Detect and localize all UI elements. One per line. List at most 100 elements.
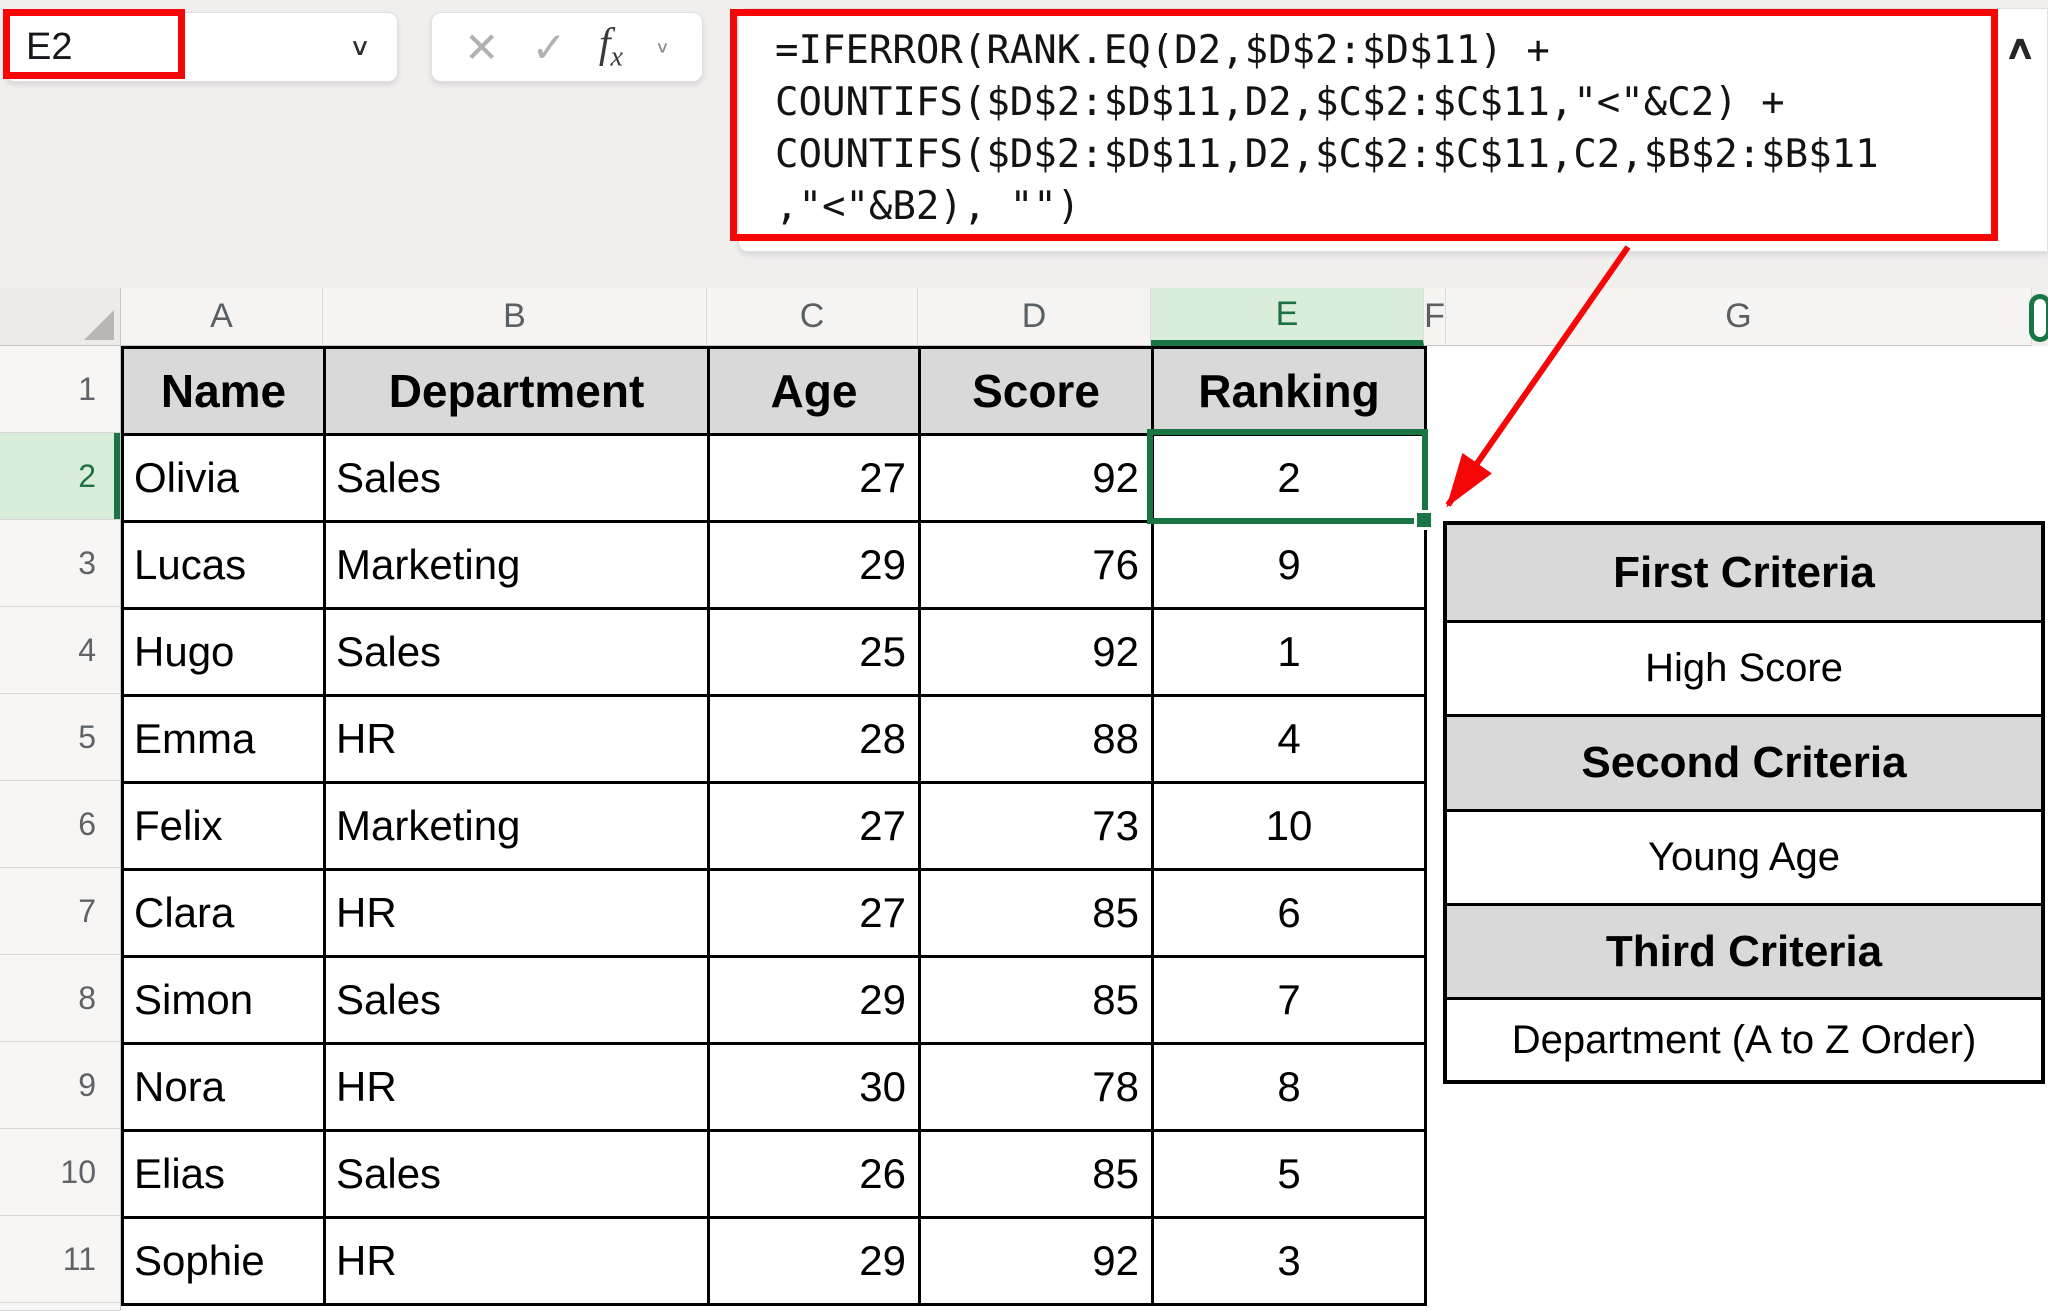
cell-B8[interactable]: Sales — [323, 955, 710, 1045]
cell-B5[interactable]: HR — [323, 694, 710, 784]
cell-C8[interactable]: 29 — [707, 955, 921, 1045]
name-box-value[interactable]: E2 — [26, 25, 73, 68]
table-row: Lucas Marketing 29 76 9 — [121, 520, 1427, 610]
table-row: Nora HR 30 78 8 — [121, 1042, 1427, 1132]
header-cell-age[interactable]: Age — [707, 346, 921, 436]
cell-E7[interactable]: 6 — [1151, 868, 1427, 958]
cell-D6[interactable]: 73 — [918, 781, 1154, 871]
row-header-10[interactable]: 10 — [0, 1129, 121, 1216]
row-header-2[interactable]: 2 — [0, 433, 121, 520]
cell-D2[interactable]: 92 — [918, 433, 1154, 523]
cell-A6[interactable]: Felix — [121, 781, 326, 871]
cell-A9[interactable]: Nora — [121, 1042, 326, 1132]
column-header-A[interactable]: A — [121, 288, 323, 346]
cell-C9[interactable]: 30 — [707, 1042, 921, 1132]
cell-C11[interactable]: 29 — [707, 1216, 921, 1306]
cell-E2[interactable]: 2 — [1151, 433, 1427, 523]
cell-B6[interactable]: Marketing — [323, 781, 710, 871]
cell-C4[interactable]: 25 — [707, 607, 921, 697]
row-header-11[interactable]: 11 — [0, 1216, 121, 1303]
enter-icon[interactable]: ✓ — [531, 23, 567, 71]
name-box-dropdown-icon[interactable]: ∨ — [349, 33, 371, 61]
cell-B10[interactable]: Sales — [323, 1129, 710, 1219]
cell-E8[interactable]: 7 — [1151, 955, 1427, 1045]
cell-A10[interactable]: Elias — [121, 1129, 326, 1219]
cell-E6[interactable]: 10 — [1151, 781, 1427, 871]
cell-D9[interactable]: 78 — [918, 1042, 1154, 1132]
cell-E3[interactable]: 9 — [1151, 520, 1427, 610]
cell-C10[interactable]: 26 — [707, 1129, 921, 1219]
cancel-icon[interactable]: ✕ — [464, 23, 500, 71]
cell-D3[interactable]: 76 — [918, 520, 1154, 610]
cell-E9[interactable]: 8 — [1151, 1042, 1427, 1132]
cell-A8[interactable]: Simon — [121, 955, 326, 1045]
collapse-formula-bar-icon[interactable]: ∧ — [2004, 29, 2037, 66]
row-header-4[interactable]: 4 — [0, 607, 121, 694]
cell-E11[interactable]: 3 — [1151, 1216, 1427, 1306]
cell-D11[interactable]: 92 — [918, 1216, 1154, 1306]
select-all-triangle-icon — [84, 310, 114, 340]
table-row: Hugo Sales 25 92 1 — [121, 607, 1427, 697]
header-cell-ranking[interactable]: Ranking — [1151, 346, 1427, 436]
cell-D4[interactable]: 92 — [918, 607, 1154, 697]
cell-A4[interactable]: Hugo — [121, 607, 326, 697]
cell-C6[interactable]: 27 — [707, 781, 921, 871]
header-cell-score[interactable]: Score — [918, 346, 1154, 436]
cell-A3[interactable]: Lucas — [121, 520, 326, 610]
insert-function-dropdown-icon[interactable]: ∨ — [655, 38, 670, 57]
fill-handle[interactable] — [1414, 510, 1434, 530]
header-cell-department[interactable]: Department — [323, 346, 710, 436]
row-header-6[interactable]: 6 — [0, 781, 121, 868]
cell-B7[interactable]: HR — [323, 868, 710, 958]
column-header-G[interactable]: G — [1446, 288, 2032, 346]
criteria-value[interactable]: High Score — [1447, 620, 2041, 714]
cell-B2[interactable]: Sales — [323, 433, 710, 523]
cell-A7[interactable]: Clara — [121, 868, 326, 958]
column-header-F[interactable]: F — [1424, 288, 1446, 346]
cell-A5[interactable]: Emma — [121, 694, 326, 784]
cell-C2[interactable]: 27 — [707, 433, 921, 523]
cell-A2[interactable]: Olivia — [121, 433, 326, 523]
row-header-5[interactable]: 5 — [0, 694, 121, 781]
cell-E4[interactable]: 1 — [1151, 607, 1427, 697]
row-header-9[interactable]: 9 — [0, 1042, 121, 1129]
cell-E10[interactable]: 5 — [1151, 1129, 1427, 1219]
cell-E5[interactable]: 4 — [1151, 694, 1427, 784]
table-row: Elias Sales 26 85 5 — [121, 1129, 1427, 1219]
cell-C5[interactable]: 28 — [707, 694, 921, 784]
cell-B11[interactable]: HR — [323, 1216, 710, 1306]
criteria-header[interactable]: Second Criteria — [1447, 714, 2041, 809]
header-cell-name[interactable]: Name — [121, 346, 326, 436]
criteria-value[interactable]: Young Age — [1447, 809, 2041, 903]
table-row: Sophie HR 29 92 3 — [121, 1216, 1427, 1306]
cell-C3[interactable]: 29 — [707, 520, 921, 610]
name-box[interactable]: E2 ∨ — [5, 12, 398, 82]
column-header-C[interactable]: C — [707, 288, 918, 346]
row-header-7[interactable]: 7 — [0, 868, 121, 955]
formula-highlight-annotation — [730, 9, 1998, 241]
criteria-header[interactable]: First Criteria — [1447, 525, 2041, 620]
cell-D5[interactable]: 88 — [918, 694, 1154, 784]
table-row: Olivia Sales 27 92 2 — [121, 433, 1427, 523]
cell-D8[interactable]: 85 — [918, 955, 1154, 1045]
insert-function-icon[interactable]: fx — [598, 21, 623, 73]
column-header-E[interactable]: E — [1151, 288, 1424, 346]
cell-B4[interactable]: Sales — [323, 607, 710, 697]
cell-C7[interactable]: 27 — [707, 868, 921, 958]
row-header-3[interactable]: 3 — [0, 520, 121, 607]
select-all-corner[interactable] — [0, 288, 121, 346]
criteria-header[interactable]: Third Criteria — [1447, 903, 2041, 997]
cell-D7[interactable]: 85 — [918, 868, 1154, 958]
formula-text[interactable]: =IFERROR(RANK.EQ(D2,$D$2:$D$11) + COUNTIF… — [775, 28, 1879, 229]
column-header-D[interactable]: D — [918, 288, 1151, 346]
row-header-1[interactable]: 1 — [0, 346, 121, 433]
cell-A11[interactable]: Sophie — [121, 1216, 326, 1306]
table-row: Clara HR 27 85 6 — [121, 868, 1427, 958]
row-header-8[interactable]: 8 — [0, 955, 121, 1042]
cell-D10[interactable]: 85 — [918, 1129, 1154, 1219]
column-header-B[interactable]: B — [323, 288, 707, 346]
cell-B9[interactable]: HR — [323, 1042, 710, 1132]
cell-B3[interactable]: Marketing — [323, 520, 710, 610]
criteria-value[interactable]: Department (A to Z Order) — [1447, 997, 2041, 1080]
